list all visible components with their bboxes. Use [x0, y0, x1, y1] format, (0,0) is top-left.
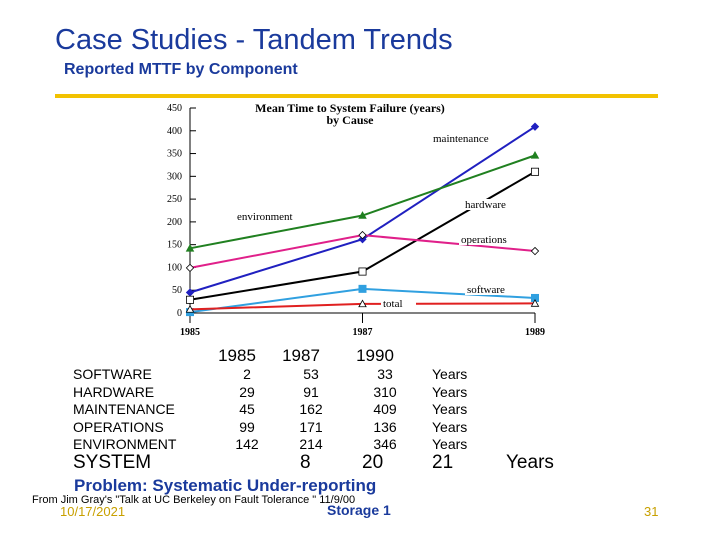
- series-operations: [185, 230, 540, 273]
- table-cell: 2: [243, 366, 251, 382]
- system-value: 21: [432, 452, 454, 473]
- table-cell: 310: [373, 383, 397, 400]
- y-tick-label: 150: [167, 240, 182, 251]
- slide-footer: Storage 1: [327, 502, 391, 518]
- series-label-bg: [459, 234, 525, 245]
- table-header-1985: 1985: [218, 346, 256, 365]
- data-point: [185, 295, 194, 304]
- y-tick-label: 0: [177, 308, 182, 319]
- data-point: [185, 243, 195, 252]
- series-environment: [185, 150, 540, 252]
- series-label-bg: [235, 211, 308, 222]
- page-number: 31: [644, 504, 659, 519]
- data-point: [358, 299, 367, 308]
- table-row-label: ENVIRONMENT: [73, 436, 177, 452]
- series-total: [185, 299, 540, 313]
- series-label-operations: operations: [461, 234, 507, 246]
- y-tick-label: 200: [167, 217, 182, 228]
- data-point: [185, 263, 195, 273]
- x-tick-label: 1987: [353, 327, 373, 338]
- table-cell: 171: [299, 418, 323, 435]
- table-cell: 33: [377, 366, 393, 382]
- y-tick-label: 350: [167, 149, 182, 160]
- data-point: [530, 246, 540, 256]
- data-point: [358, 211, 367, 219]
- table-cell: 99: [239, 418, 255, 435]
- table-row-label: HARDWARE: [73, 383, 155, 400]
- slide-date: 10/17/2021: [60, 504, 126, 519]
- table-row-label: OPERATIONS: [73, 418, 164, 435]
- table-cell: 29: [239, 383, 255, 400]
- source-citation: From Jim Gray's "Talk at UC Berkeley on …: [32, 494, 356, 506]
- table-cell: 409: [373, 401, 397, 417]
- chart-labels: Mean Time to System Failure (years)by Ca…: [235, 101, 525, 310]
- series-label-total: total: [383, 298, 403, 310]
- table-row-label: MAINTENANCE: [73, 401, 175, 417]
- title-divider: [55, 94, 658, 98]
- slide-title: Case Studies - Tandem Trends: [55, 24, 453, 56]
- series-label-maintenance: maintenance: [433, 133, 489, 145]
- data-point: [530, 150, 540, 159]
- chart-title: by Cause: [326, 113, 374, 127]
- table-cell: 142: [235, 436, 259, 452]
- system-value: 8: [300, 452, 311, 473]
- table-cell: 53: [303, 366, 319, 382]
- table-unit: Years: [432, 401, 468, 417]
- table-header-1987: 1987: [282, 346, 320, 365]
- table-unit: Years: [432, 436, 468, 452]
- y-tick-label: 250: [167, 194, 182, 205]
- x-tick-label: 1989: [525, 327, 545, 338]
- y-tick-label: 100: [167, 262, 182, 273]
- series-label-hardware: hardware: [465, 199, 506, 211]
- table-cell: 91: [303, 383, 319, 400]
- data-point: [358, 267, 367, 276]
- table-cell: 162: [299, 401, 323, 417]
- table-unit: Years: [432, 383, 468, 400]
- problem-statement: Problem: Systematic Under-reporting: [74, 476, 377, 495]
- table-row-label: SOFTWARE: [73, 366, 152, 382]
- slide-subtitle: Reported MTTF by Component: [64, 61, 298, 78]
- data-point: [358, 230, 367, 240]
- table-cell: 45: [239, 401, 255, 417]
- series-label-bg: [431, 133, 504, 144]
- table-header-1990: 1990: [356, 346, 394, 365]
- data-point: [185, 304, 195, 313]
- table-cell: 136: [373, 418, 397, 435]
- table-cell: 346: [373, 436, 397, 452]
- table-unit: Years: [432, 418, 468, 435]
- y-tick-label: 400: [167, 126, 182, 137]
- x-tick-label: 1985: [180, 327, 200, 338]
- data-point: [530, 299, 540, 307]
- y-tick-label: 300: [167, 171, 182, 182]
- system-unit: Years: [506, 452, 554, 473]
- y-tick-label: 450: [167, 103, 182, 114]
- data-point: [358, 284, 367, 293]
- series-label-software: software: [467, 284, 505, 296]
- series-label-bg: [465, 284, 519, 295]
- series-label-environment: environment: [237, 211, 293, 223]
- series-label-bg: [381, 298, 416, 309]
- table-unit: Years: [432, 366, 468, 382]
- data-point: [530, 122, 540, 131]
- chart-axes: 0 50 100 150 200 250 300 350 400 450 1985 1987 1989: [167, 103, 545, 338]
- series-label-bg: [463, 199, 517, 210]
- table-cell: 214: [299, 436, 323, 452]
- chart-title: Mean Time to System Failure (years): [255, 101, 445, 115]
- system-value: 20: [362, 452, 384, 473]
- system-label: SYSTEM: [73, 452, 152, 473]
- y-tick-label: 50: [172, 285, 182, 296]
- data-point: [530, 167, 539, 176]
